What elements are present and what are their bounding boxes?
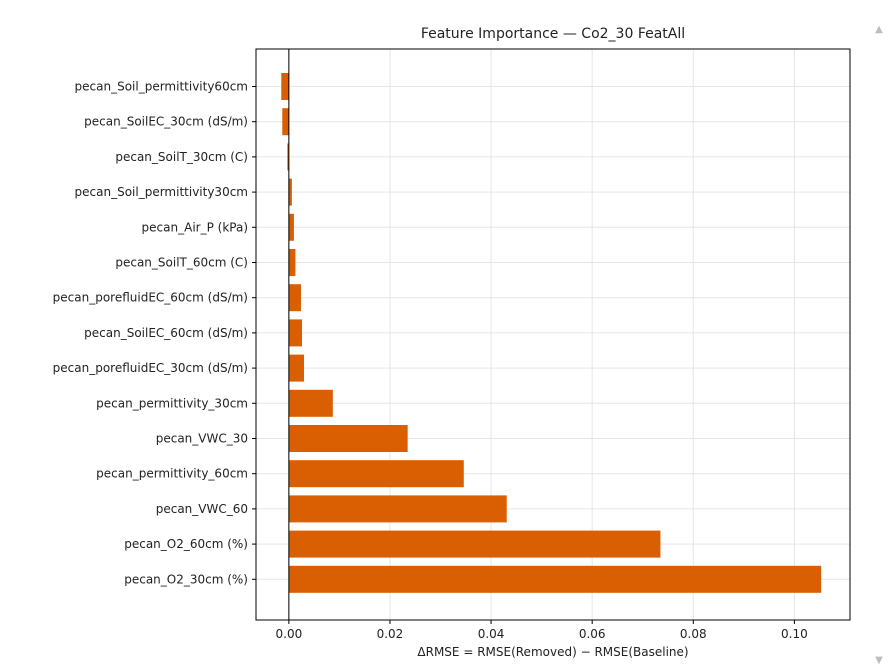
bar [288,389,333,417]
y-tick-label: pecan_permittivity_30cm [96,396,248,410]
chart-title: Feature Importance — Co2_30 FeatAll [421,26,685,42]
x-tick-label: 0.04 [478,627,505,641]
y-tick-label: pecan_porefluidEC_30cm (dS/m) [53,361,248,375]
bar [288,495,507,523]
grid-lines [256,49,850,620]
x-tick-label: 0.08 [680,627,707,641]
y-tick-label: pecan_SoilEC_60cm (dS/m) [84,326,248,340]
bar [287,143,289,171]
x-tick-label: 0.06 [579,627,606,641]
x-axis-label: ΔRMSE = RMSE(Removed) − RMSE(Baseline) [417,645,688,659]
bar [288,284,301,312]
bar [288,319,303,347]
y-tick-label: pecan_O2_30cm (%) [124,572,248,586]
bar [288,425,408,452]
y-tick-label: pecan_permittivity_60cm [96,467,248,481]
scroll-up-icon[interactable]: ▲ [875,24,883,35]
y-tick-label: pecan_O2_60cm (%) [124,537,248,551]
x-tick-label: 0.02 [377,627,404,641]
bar [288,565,822,593]
y-tick-label: pecan_Soil_permittivity60cm [75,80,248,94]
y-tick-label: pecan_SoilT_60cm (C) [115,256,248,270]
y-tick-label: pecan_Air_P (kPa) [142,220,248,234]
y-tick-label: pecan_SoilEC_30cm (dS/m) [84,115,248,129]
x-tick-label: 0.00 [276,627,303,641]
y-axis-ticks: pecan_Soil_permittivity60cm pecan_SoilEC_… [53,80,256,586]
y-tick-label: pecan_VWC_60 [156,502,248,516]
x-tick-label: 0.10 [781,627,808,641]
y-tick-label: pecan_Soil_permittivity30cm [75,185,248,199]
bar [288,213,294,241]
bar [288,530,661,558]
x-axis-ticks: 0.00 0.02 0.04 0.06 0.08 0.10 [276,620,808,641]
scroll-down-icon[interactable]: ▼ [875,655,883,666]
bar [281,73,289,100]
y-tick-label: pecan_SoilT_30cm (C) [115,150,248,164]
bar [288,249,296,276]
bar [288,460,464,488]
bar [288,354,305,382]
bar [282,108,289,136]
bars [281,73,822,593]
bar [288,178,292,206]
y-tick-label: pecan_porefluidEC_60cm (dS/m) [53,291,248,305]
y-tick-label: pecan_VWC_30 [156,432,248,446]
plot-frame [255,48,851,621]
